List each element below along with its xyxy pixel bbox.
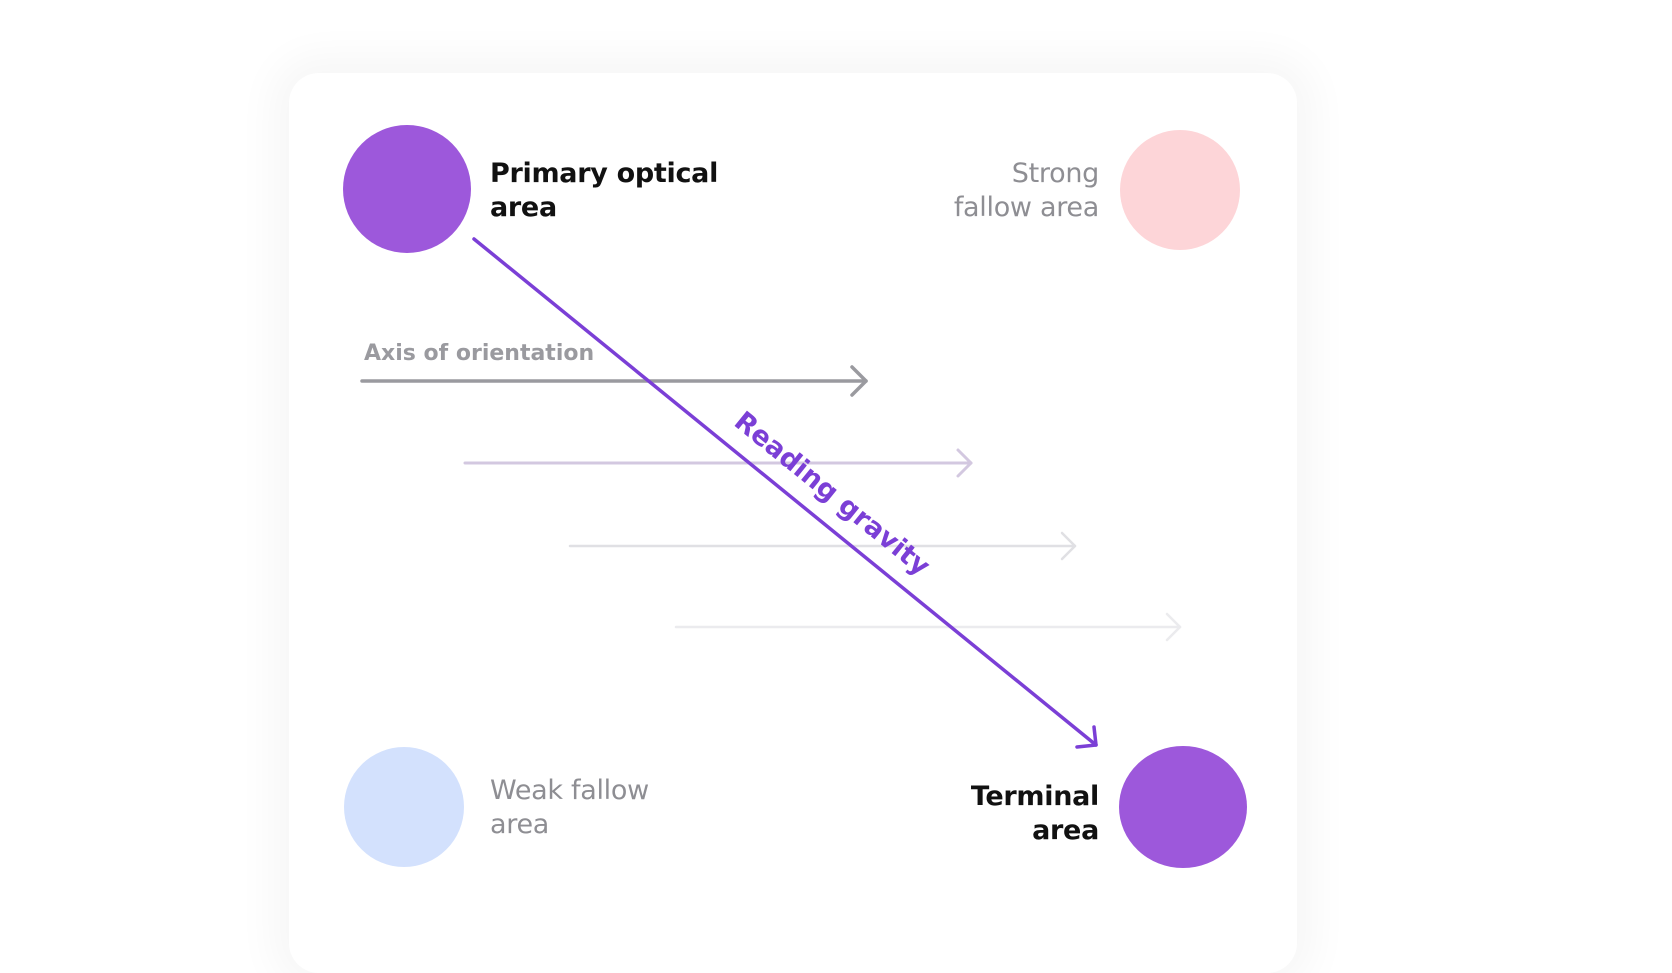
terminal-label-line1: Terminal [970,781,1099,812]
orientation-arrow-4 [674,612,1182,642]
orientation-arrow-3 [568,531,1077,561]
strong-fallow-area-label: Strong fallow area [954,157,1099,225]
weak-fallow-area-label: Weak fallow area [490,774,649,842]
reading-gravity-arrow [472,237,1098,749]
weak-label-line2: area [490,809,550,840]
strong-fallow-area-circle [1120,130,1240,250]
terminal-label-line2: area [1032,815,1099,846]
arrows-layer [360,237,1182,749]
primary-optical-area-label: Primary optical area [490,157,718,225]
primary-label-line2: area [490,192,557,223]
strong-label-line1: Strong [1011,158,1100,189]
primary-optical-area-circle [343,125,471,253]
axis-of-orientation-label: Axis of orientation [364,341,595,366]
orientation-arrow-2 [463,448,973,478]
orientation-arrow-1 [360,365,868,397]
strong-label-line2: fallow area [953,192,1099,223]
primary-label-line1: Primary optical [490,158,719,189]
weak-fallow-area-circle [344,747,464,867]
weak-label-line1: Weak fallow [490,775,649,806]
terminal-area-circle [1119,746,1247,868]
terminal-area-label: Terminal area [971,780,1099,848]
